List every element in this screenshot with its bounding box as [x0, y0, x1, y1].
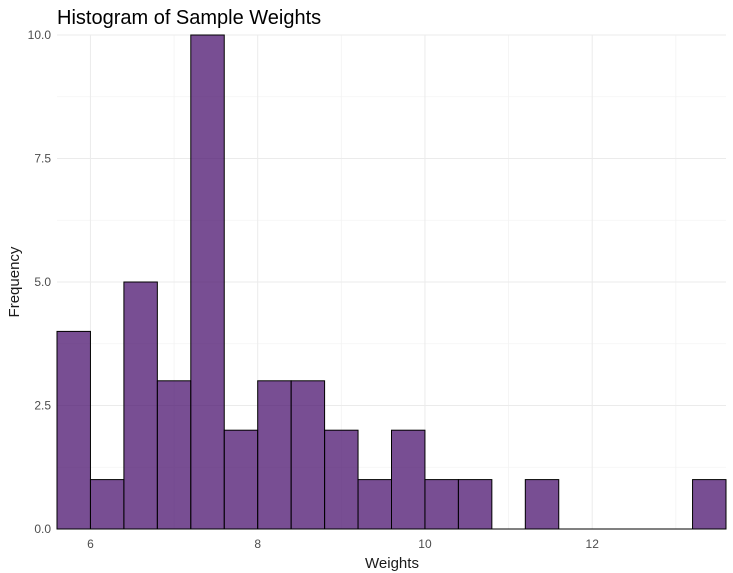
y-tick-label: 0.0 — [34, 522, 51, 536]
y-axis-title: Frequency — [6, 246, 23, 317]
y-tick-label: 7.5 — [34, 152, 51, 166]
histogram-bar — [692, 479, 727, 530]
y-axis-ticks: 0.0 2.5 5.0 7.5 10.0 — [28, 28, 52, 536]
histogram-bar — [324, 429, 359, 530]
bars-layer — [56, 34, 727, 530]
histogram-bar — [89, 479, 125, 530]
x-axis-ticks: 6 8 10 12 — [87, 537, 599, 551]
histogram-bar — [223, 429, 259, 530]
histogram-bar — [357, 479, 392, 530]
histogram-bar — [290, 380, 326, 530]
histogram-bar — [56, 330, 91, 530]
x-tick-label: 10 — [418, 537, 432, 551]
y-tick-label: 10.0 — [28, 28, 52, 42]
histogram-bar — [156, 380, 192, 530]
histogram-bar — [257, 380, 292, 530]
x-tick-label: 12 — [586, 537, 600, 551]
histogram-bar — [123, 281, 158, 530]
histogram-bar — [457, 479, 493, 530]
chart-title: Histogram of Sample Weights — [57, 7, 321, 29]
y-tick-label: 5.0 — [34, 275, 51, 289]
histogram-bar — [391, 429, 426, 530]
x-tick-label: 6 — [87, 537, 94, 551]
x-axis-title: Weights — [365, 555, 419, 572]
x-tick-label: 8 — [254, 537, 261, 551]
y-tick-label: 2.5 — [34, 399, 51, 413]
histogram-bar — [424, 479, 459, 530]
histogram-bar — [524, 479, 560, 530]
histogram-bar — [190, 34, 225, 530]
